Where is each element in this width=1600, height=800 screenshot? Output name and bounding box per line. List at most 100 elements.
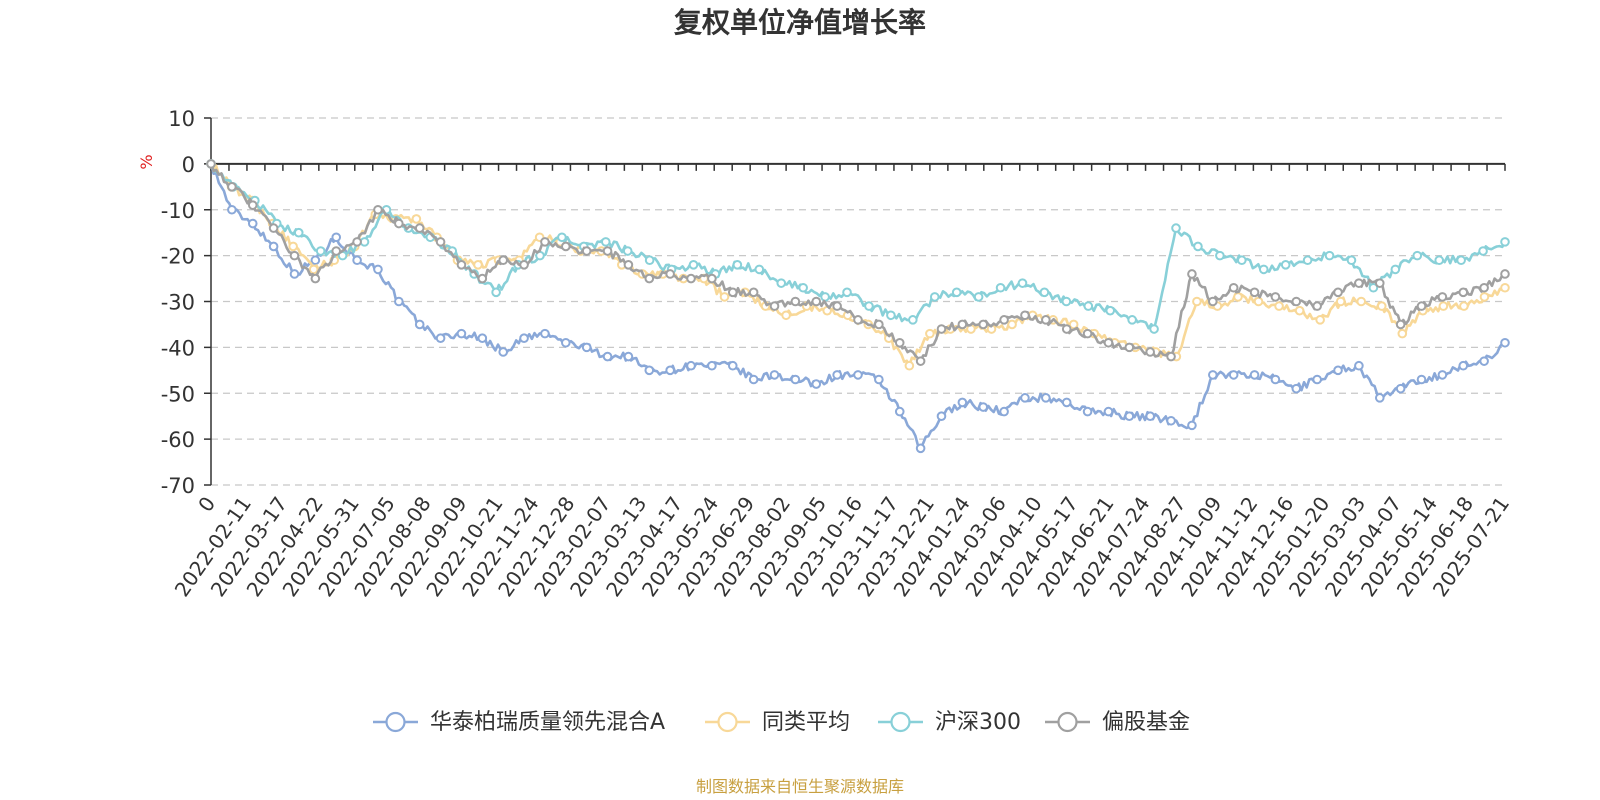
series-point <box>315 246 326 256</box>
legend-marker <box>717 711 738 733</box>
series-point <box>1437 370 1448 380</box>
series-point <box>268 223 279 233</box>
legend-label: 偏股基金 <box>1102 710 1190 735</box>
series-point <box>1171 223 1181 233</box>
series-point <box>1416 301 1427 311</box>
legend-item-2[interactable]: 同类平均 <box>705 710 850 735</box>
series-point <box>1390 264 1401 275</box>
x-axis: 02022-02-112022-03-172022-04-222022-05-3… <box>170 162 1514 601</box>
series-point <box>1149 324 1159 334</box>
series-point <box>331 232 342 243</box>
series-point <box>491 287 501 298</box>
series-point <box>1187 269 1197 279</box>
series-point <box>293 227 304 238</box>
series-point <box>820 292 830 302</box>
series-point <box>1412 250 1423 261</box>
series-point <box>727 287 738 298</box>
series-point <box>352 237 362 247</box>
series-point <box>414 223 425 233</box>
series-point <box>790 374 801 385</box>
series-point <box>540 237 550 247</box>
series-point <box>1315 315 1325 325</box>
series-point <box>978 319 989 330</box>
series-point <box>331 246 342 256</box>
legend-item-3[interactable]: 沪深300 <box>878 710 1021 735</box>
series-point <box>1187 420 1197 431</box>
series-point <box>1039 287 1050 298</box>
legend-label: 沪深300 <box>935 710 1021 735</box>
series-point <box>1166 415 1176 426</box>
series-1 <box>206 159 1510 454</box>
series-point <box>665 269 675 279</box>
series-point <box>1356 296 1367 307</box>
series-point <box>1145 347 1155 357</box>
series-point <box>498 347 508 357</box>
series-point <box>289 269 300 279</box>
y-tick-label: -70 <box>161 474 195 498</box>
series-point <box>1291 383 1302 394</box>
series-point <box>602 246 613 256</box>
series-point <box>1228 370 1239 380</box>
series-point <box>227 204 237 215</box>
series-point <box>1312 301 1322 311</box>
series-point <box>978 402 989 412</box>
series-point <box>1237 255 1247 266</box>
y-tick-label: 0 <box>182 153 195 177</box>
series-point <box>1376 301 1387 311</box>
series-point <box>456 260 467 270</box>
series-point <box>1127 315 1137 325</box>
series-point <box>602 351 613 362</box>
series-point <box>707 360 717 371</box>
legend-item-4[interactable]: 偏股基金 <box>1045 710 1190 735</box>
series-point <box>754 264 765 275</box>
series-point <box>414 319 425 330</box>
series-line <box>209 163 1506 368</box>
legend-item-1[interactable]: 华泰柏瑞质量领先混合A <box>373 710 665 735</box>
series-point <box>688 260 699 270</box>
series-point <box>1438 301 1449 311</box>
series-line <box>209 163 1506 450</box>
y-tick-label: -40 <box>161 336 195 360</box>
series-point <box>477 273 488 284</box>
series-point <box>1258 264 1269 275</box>
series-point <box>811 379 822 389</box>
legend[interactable]: 华泰柏瑞质量领先混合A 同类平均 沪深300 偏股基金 <box>373 710 1190 735</box>
series-point <box>1083 301 1094 311</box>
series-point <box>352 255 362 266</box>
series-point <box>435 333 446 344</box>
series-point <box>1500 337 1510 348</box>
series-point <box>1478 246 1488 256</box>
series-point <box>951 287 962 298</box>
series-point <box>644 273 655 284</box>
series-point <box>1270 374 1281 385</box>
series-point <box>247 200 258 210</box>
series-point <box>1354 360 1364 371</box>
series-point <box>936 411 947 421</box>
series-point <box>411 214 422 224</box>
series-point <box>1459 301 1469 311</box>
series-point <box>686 360 696 371</box>
series-point <box>1208 296 1218 307</box>
series-point <box>1479 292 1490 302</box>
series-point <box>874 319 884 330</box>
series-point <box>1020 393 1030 403</box>
series-point <box>435 237 446 247</box>
series-point <box>1192 296 1202 307</box>
series-point <box>1020 310 1030 321</box>
series-point <box>886 310 896 321</box>
series-point <box>665 365 675 376</box>
series-point <box>727 360 738 371</box>
y-axis-unit: % <box>137 154 156 169</box>
chart-title: 复权单位净值增长率 <box>674 6 926 39</box>
series-point <box>936 324 947 334</box>
series-point <box>519 260 529 270</box>
series-point <box>1456 255 1466 266</box>
series-point <box>732 260 743 270</box>
series-point <box>1354 278 1364 288</box>
series-point <box>1434 255 1445 266</box>
series-point <box>394 218 404 229</box>
series-point <box>622 246 633 256</box>
series-point <box>623 351 634 362</box>
series-point <box>1324 250 1335 261</box>
series-point <box>581 342 592 353</box>
